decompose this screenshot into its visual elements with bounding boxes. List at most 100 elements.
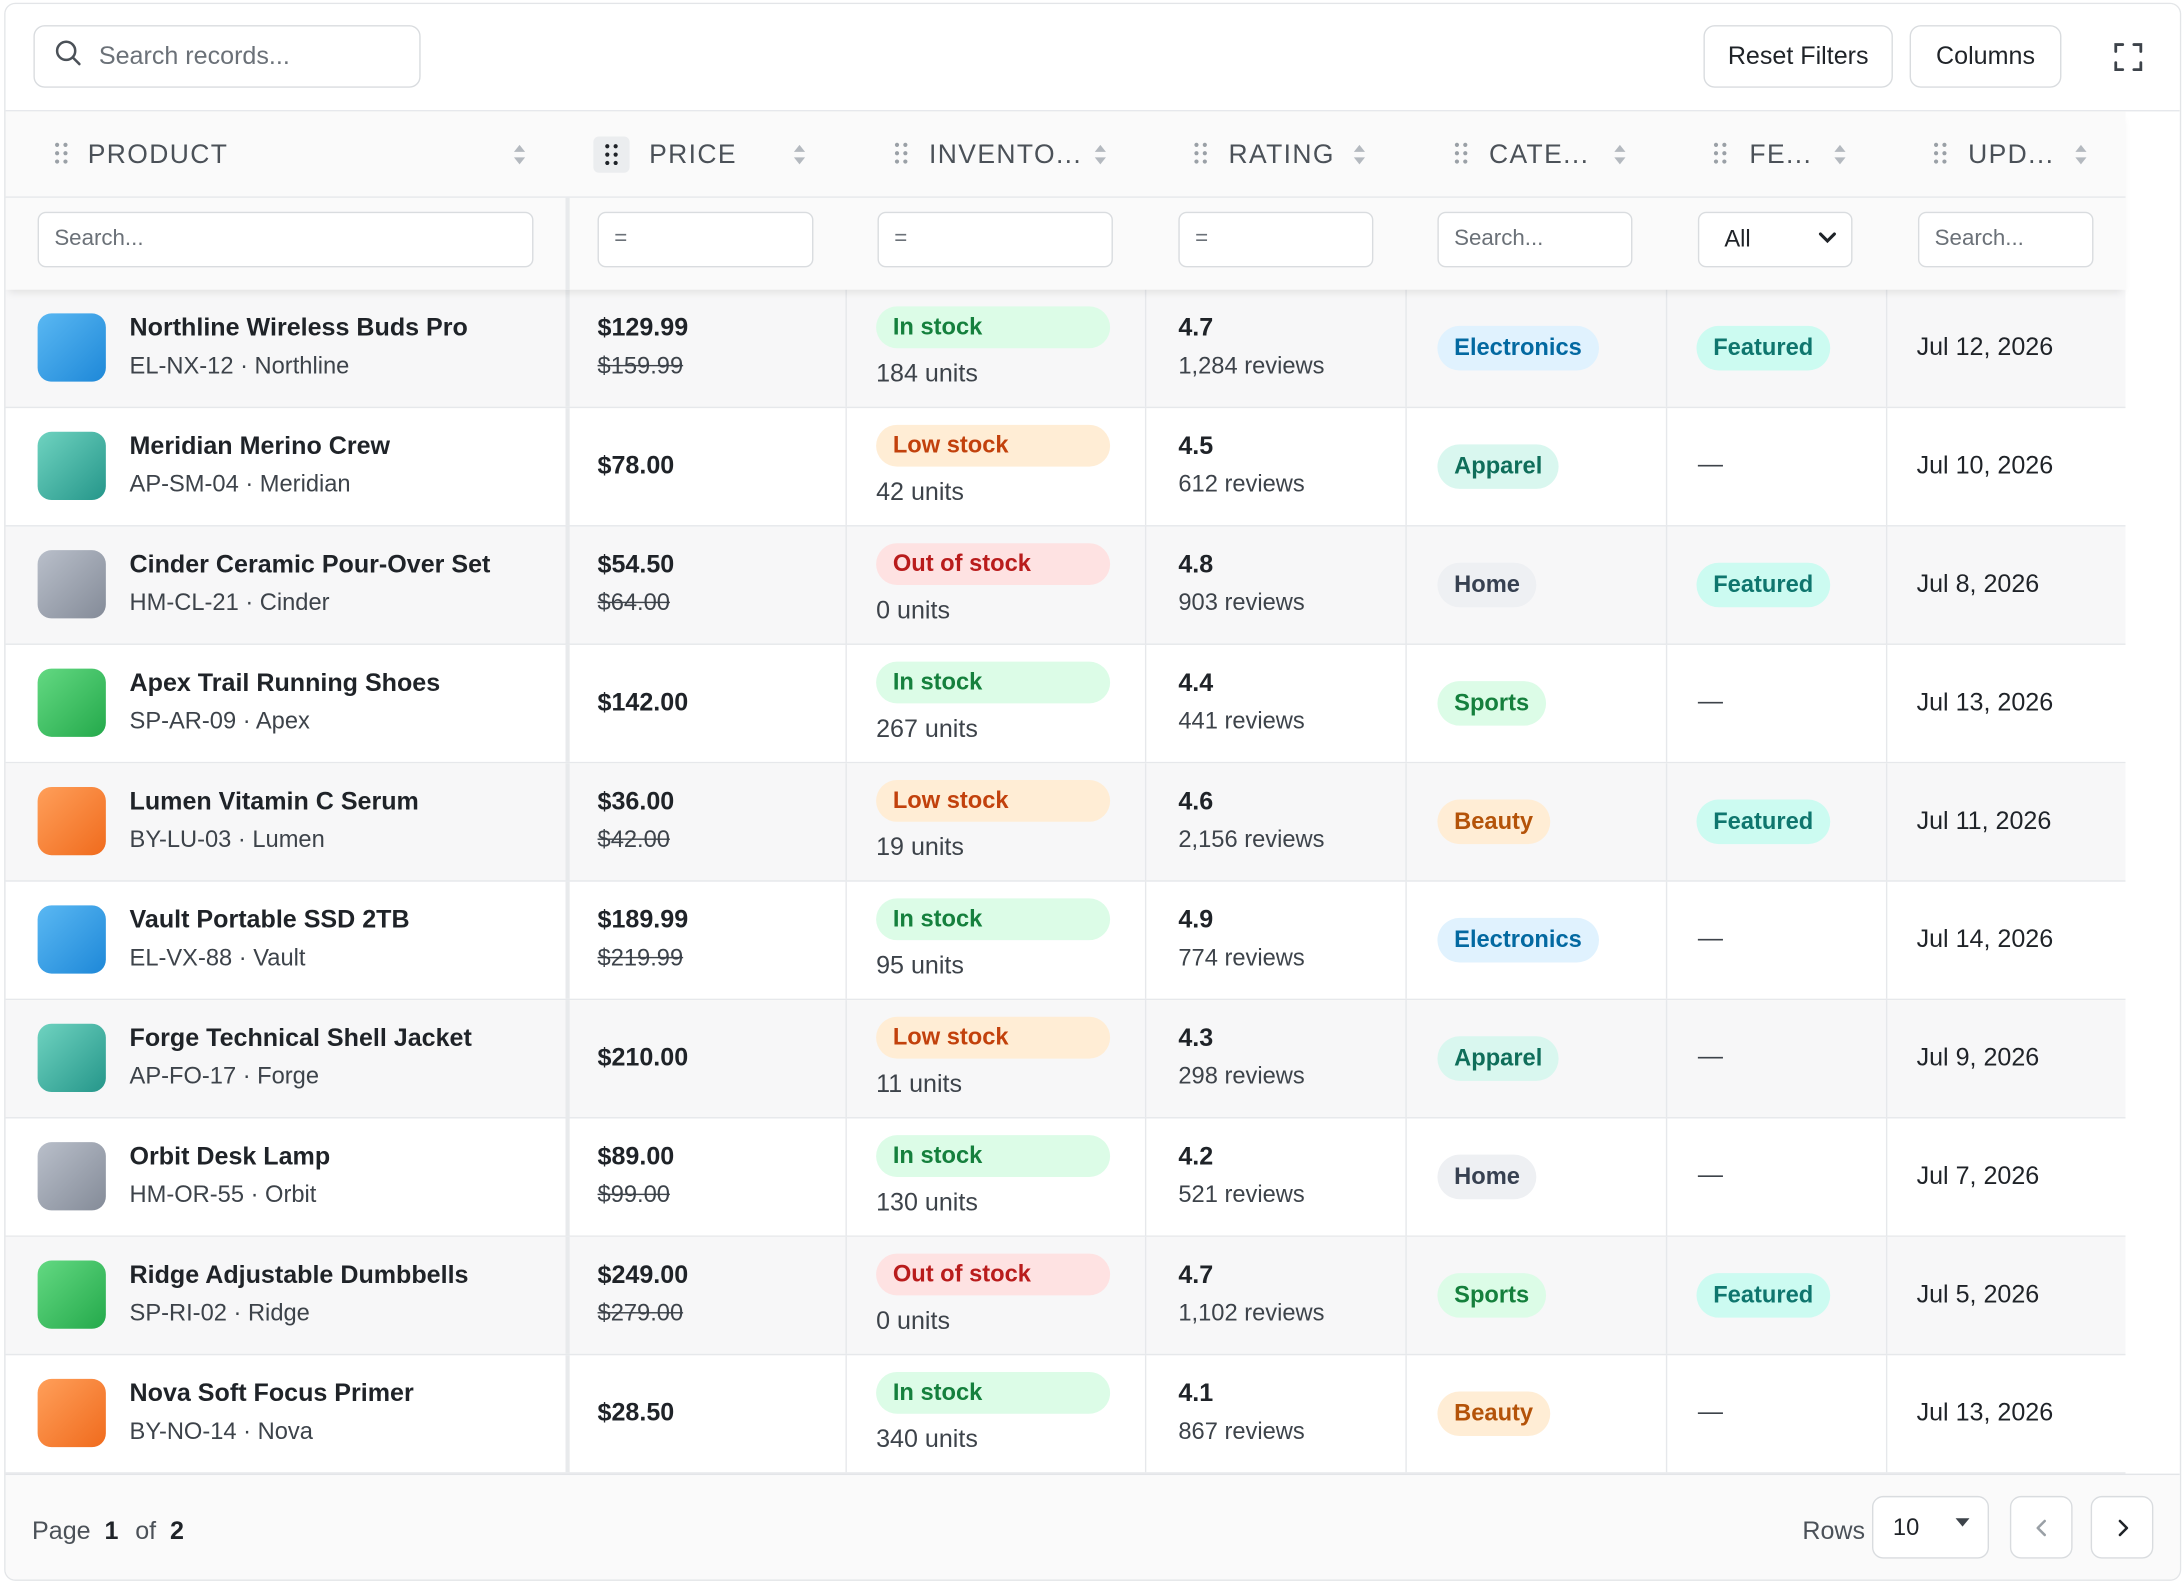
product-name[interactable]: Meridian Merino Crew <box>129 431 391 460</box>
column-drag-handle-icon[interactable] <box>1933 142 1947 171</box>
column-drag-handle-icon[interactable] <box>593 136 630 173</box>
filter-select-featured[interactable]: All <box>1697 211 1853 268</box>
rating-value: 4.4 <box>1178 668 1214 697</box>
table-row[interactable]: Lumen Vitamin C Serum BY-LU-03 · Lumen $36… <box>5 763 2126 882</box>
column-divider <box>1405 1118 1407 1236</box>
page-word: Page <box>32 1516 91 1545</box>
table-row[interactable]: Orbit Desk Lamp HM-OR-55 · Orbit $89.00 $99… <box>5 1118 2126 1237</box>
cell-price: $210.00 <box>567 1000 846 1117</box>
cell-category: Apparel <box>1405 1000 1665 1117</box>
column-header-price[interactable]: PRICE <box>649 140 737 170</box>
price: $210.00 <box>597 1043 689 1072</box>
filter-input-rating[interactable] <box>1178 211 1374 268</box>
filter-input-category[interactable] <box>1437 211 1633 268</box>
global-search[interactable] <box>33 25 421 88</box>
rows-per-page-select[interactable]: 10 <box>1872 1495 1990 1559</box>
product-name[interactable]: Orbit Desk Lamp <box>129 1142 331 1171</box>
column-divider <box>1144 1000 1147 1118</box>
sort-icon[interactable] <box>1093 143 1107 165</box>
sort-icon[interactable] <box>1833 143 1847 165</box>
column-drag-handle-icon[interactable] <box>1713 142 1727 171</box>
column-header-featured[interactable]: FE... <box>1749 140 1813 170</box>
cell-price: $78.00 <box>567 408 846 525</box>
next-page-button[interactable] <box>2090 1495 2154 1559</box>
rows-label: Rows <box>1802 1516 1866 1545</box>
columns-button[interactable]: Columns <box>1909 25 2062 88</box>
filter-input-inventory[interactable] <box>877 211 1113 268</box>
stock-units: 19 units <box>876 832 964 861</box>
product-name[interactable]: Apex Trail Running Shoes <box>129 668 441 697</box>
product-name[interactable]: Forge Technical Shell Jacket <box>129 1023 472 1052</box>
updated-date: Jul 7, 2026 <box>1916 1161 2040 1190</box>
sort-icon[interactable] <box>1352 143 1366 165</box>
table-row[interactable]: Nova Soft Focus Primer BY-NO-14 · Nova $28… <box>5 1355 2126 1474</box>
table-row[interactable]: Ridge Adjustable Dumbbells SP-RI-02 · Rid… <box>5 1236 2126 1356</box>
review-count: 1,284 reviews <box>1178 352 1325 379</box>
product-sku: AP-FO-17 · Forge <box>129 1062 320 1090</box>
product-name[interactable]: Lumen Vitamin C Serum <box>129 786 419 815</box>
product-thumbnail <box>37 1142 106 1211</box>
column-drag-handle-icon[interactable] <box>894 142 908 171</box>
filter-input-product[interactable] <box>37 211 534 268</box>
column-drag-handle-icon[interactable] <box>54 142 68 171</box>
product-name[interactable]: Nova Soft Focus Primer <box>129 1378 414 1407</box>
column-header-rating[interactable]: RATING <box>1228 140 1335 170</box>
product-thumbnail <box>37 905 106 974</box>
product-thumbnail <box>37 313 106 382</box>
table-row[interactable]: Apex Trail Running Shoes SP-AR-09 · Apex $… <box>5 644 2126 764</box>
column-divider <box>1405 763 1407 881</box>
table-row[interactable]: Forge Technical Shell Jacket AP-FO-17 · F… <box>5 1000 2126 1119</box>
column-header-category[interactable]: CATE... <box>1488 140 1590 170</box>
price: $142.00 <box>597 688 689 716</box>
sort-icon[interactable] <box>513 143 527 165</box>
product-name[interactable]: Ridge Adjustable Dumbbells <box>129 1260 469 1289</box>
stock-status-badge: In stock <box>876 898 1111 941</box>
cell-inventory: Low stock 19 units <box>845 763 1144 880</box>
cell-product: Forge Technical Shell Jacket AP-FO-17 · F… <box>6 1000 567 1117</box>
updated-date: Jul 13, 2026 <box>1916 688 2054 716</box>
product-name[interactable]: Northline Wireless Buds Pro <box>129 313 468 342</box>
column-header-inventory[interactable]: INVENTO... <box>929 140 1083 170</box>
review-count: 903 reviews <box>1178 589 1305 616</box>
column-drag-handle-icon[interactable] <box>1454 142 1468 171</box>
header-row: PRODUCT PRICE INVENTO... RATING CATE... FE...… <box>5 111 2126 198</box>
table-row[interactable]: Vault Portable SSD 2TB EL-VX-88 · Vault $1… <box>5 881 2126 1001</box>
category-badge: Sports <box>1437 681 1546 726</box>
column-divider <box>1144 1236 1147 1354</box>
sort-icon[interactable] <box>2074 143 2088 165</box>
filter-input-updated[interactable] <box>1917 211 2094 268</box>
chevron-right-icon <box>2117 1519 2128 1536</box>
review-count: 612 reviews <box>1178 470 1305 498</box>
stock-units: 184 units <box>876 359 978 388</box>
rating-value: 4.7 <box>1178 1260 1214 1289</box>
column-header-product[interactable]: PRODUCT <box>87 140 229 170</box>
search-input[interactable] <box>98 41 378 72</box>
reset-filters-button[interactable]: Reset Filters <box>1703 25 1893 88</box>
product-name[interactable]: Cinder Ceramic Pour-Over Set <box>129 550 491 579</box>
sort-icon[interactable] <box>1613 143 1627 165</box>
cell-category: Apparel <box>1405 408 1665 525</box>
previous-page-button[interactable] <box>2009 1495 2073 1559</box>
table-row[interactable]: Northline Wireless Buds Pro EL-NX-12 · No… <box>5 289 2126 409</box>
sort-icon[interactable] <box>793 143 807 165</box>
column-divider <box>1665 526 1668 644</box>
price: $189.99 <box>597 905 689 934</box>
table-row[interactable]: Cinder Ceramic Pour-Over Set HM-CL-21 · C… <box>5 526 2126 645</box>
cell-rating: 4.6 2,156 reviews <box>1145 763 1405 880</box>
column-header-updated[interactable]: UPD... <box>1968 140 2055 170</box>
column-divider <box>1885 644 1888 762</box>
cell-inventory: In stock 95 units <box>845 882 1144 999</box>
cell-category: Home <box>1405 1118 1665 1235</box>
cell-inventory: Low stock 42 units <box>845 408 1144 525</box>
column-divider <box>565 1000 570 1118</box>
current-page: 1 <box>104 1516 119 1545</box>
column-drag-handle-icon[interactable] <box>1194 142 1208 171</box>
expand-icon[interactable] <box>2112 40 2145 73</box>
pagination-bar: Page 1 of 2 Rows 10 <box>5 1473 2180 1580</box>
empty-value-dash: — <box>1697 449 1723 478</box>
column-divider <box>565 763 570 881</box>
table-row[interactable]: Meridian Merino Crew AP-SM-04 · Meridian $… <box>5 408 2126 527</box>
cell-inventory: In stock 267 units <box>845 645 1144 762</box>
filter-input-price[interactable] <box>597 211 814 268</box>
product-name[interactable]: Vault Portable SSD 2TB <box>129 905 410 934</box>
